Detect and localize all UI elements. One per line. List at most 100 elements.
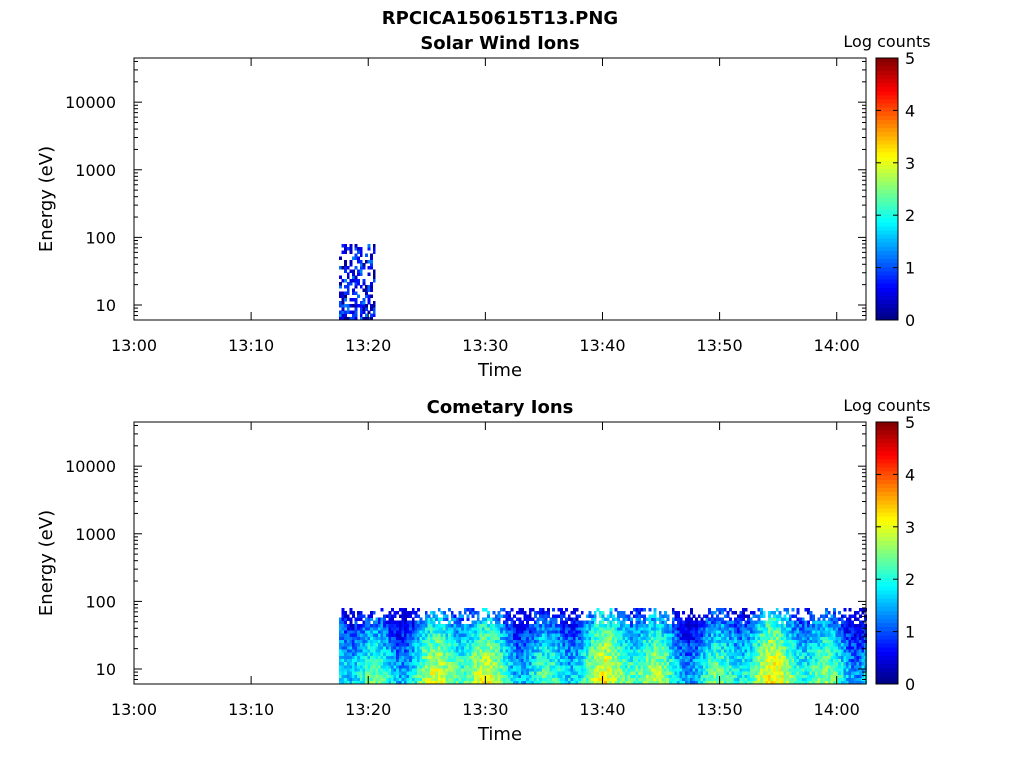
heatmap-cell xyxy=(339,665,342,669)
heatmap-cell xyxy=(372,310,376,314)
heatmap-cell xyxy=(651,677,654,682)
heatmap-cell xyxy=(380,652,384,656)
heatmap-cell xyxy=(518,674,522,678)
heatmap-cell xyxy=(523,655,527,659)
heatmap-cell xyxy=(838,627,842,631)
heatmap-cell xyxy=(775,668,779,672)
heatmap-cell xyxy=(671,617,675,621)
heatmap-cell xyxy=(731,671,735,675)
heatmap-cell xyxy=(466,630,470,634)
heatmap-cell xyxy=(645,674,649,678)
heatmap-cell xyxy=(370,646,374,650)
heatmap-cell xyxy=(705,668,709,672)
y-tick-label: 10 xyxy=(96,660,116,679)
heatmap-cell xyxy=(383,633,387,637)
heatmap-cell xyxy=(391,652,394,656)
heatmap-cell xyxy=(502,620,506,625)
heatmap-cell xyxy=(635,668,639,672)
heatmap-cell xyxy=(474,649,478,653)
heatmap-cell xyxy=(479,658,483,663)
heatmap-cell xyxy=(536,665,540,669)
heatmap-cell xyxy=(625,623,628,628)
heatmap-cell xyxy=(515,611,519,615)
heatmap-cell xyxy=(820,661,823,666)
heatmap-cell xyxy=(833,623,836,628)
heatmap-cell xyxy=(757,668,761,672)
heatmap-cell xyxy=(479,649,483,653)
heatmap-cell xyxy=(365,288,368,292)
heatmap-cell xyxy=(734,680,738,685)
heatmap-cell xyxy=(801,620,805,625)
heatmap-cell xyxy=(573,658,576,663)
colorbar-segment xyxy=(876,156,898,161)
heatmap-cell xyxy=(352,671,355,675)
heatmap-cell xyxy=(578,655,582,659)
heatmap-cell xyxy=(437,620,441,625)
heatmap-cell xyxy=(604,642,608,647)
colorbar-segment xyxy=(876,589,898,595)
heatmap-cell xyxy=(794,630,797,634)
heatmap-cell xyxy=(471,642,475,647)
heatmap-cell xyxy=(526,671,530,675)
heatmap-cell xyxy=(578,642,582,647)
y-tick-label: 100 xyxy=(85,228,116,247)
heatmap-cell xyxy=(411,655,415,659)
heatmap-cell xyxy=(453,633,457,637)
heatmap-cell xyxy=(853,661,857,666)
heatmap-cell xyxy=(674,661,678,666)
heatmap-cell xyxy=(401,680,405,685)
heatmap-cell xyxy=(812,655,816,659)
heatmap-cell xyxy=(484,627,488,631)
heatmap-cell xyxy=(362,655,366,659)
heatmap-cell xyxy=(466,639,470,644)
heatmap-cell xyxy=(609,646,613,650)
heatmap-cell xyxy=(830,665,834,669)
heatmap-cell xyxy=(812,658,816,663)
heatmap-cell xyxy=(370,623,374,628)
heatmap-cell xyxy=(424,636,428,640)
heatmap-cell xyxy=(539,646,543,650)
heatmap-cell xyxy=(708,642,712,647)
heatmap-cell xyxy=(596,668,600,672)
heatmap-cell xyxy=(484,620,488,625)
heatmap-cell xyxy=(414,658,418,663)
heatmap-cell xyxy=(622,636,626,640)
heatmap-cell xyxy=(396,671,400,675)
heatmap-cell xyxy=(398,677,402,682)
heatmap-cell xyxy=(791,658,795,663)
heatmap-cell xyxy=(619,633,623,637)
heatmap-cell xyxy=(430,636,433,640)
heatmap-cell xyxy=(359,611,363,615)
heatmap-cell xyxy=(762,655,766,659)
colorbar-segment xyxy=(876,201,898,206)
heatmap-cell xyxy=(430,655,433,659)
heatmap-cell xyxy=(398,661,402,666)
heatmap-cell xyxy=(593,658,597,663)
heatmap-cell xyxy=(674,674,678,678)
heatmap-cell xyxy=(411,646,415,650)
heatmap-cell xyxy=(427,658,431,663)
heatmap-cell xyxy=(747,633,751,637)
heatmap-cell xyxy=(679,665,683,669)
heatmap-cell xyxy=(791,680,795,685)
heatmap-cell xyxy=(482,677,485,682)
heatmap-cell xyxy=(534,636,537,640)
heatmap-cell xyxy=(723,607,727,612)
heatmap-cell xyxy=(552,646,556,650)
heatmap-cell xyxy=(614,639,618,644)
heatmap-cell xyxy=(406,614,410,618)
heatmap-cell xyxy=(773,642,777,647)
heatmap-cell xyxy=(505,633,509,637)
colorbar-segment xyxy=(876,479,898,484)
heatmap-cell xyxy=(515,680,519,685)
heatmap-cell xyxy=(427,642,431,647)
heatmap-cell xyxy=(500,623,504,628)
heatmap-cell xyxy=(476,639,480,644)
heatmap-cell xyxy=(742,665,745,669)
heatmap-cell xyxy=(734,646,738,650)
heatmap-cell xyxy=(383,630,387,634)
heatmap-cell xyxy=(835,671,839,675)
heatmap-cell xyxy=(463,639,467,644)
heatmap-cell xyxy=(773,639,777,644)
heatmap-cell xyxy=(557,652,561,656)
